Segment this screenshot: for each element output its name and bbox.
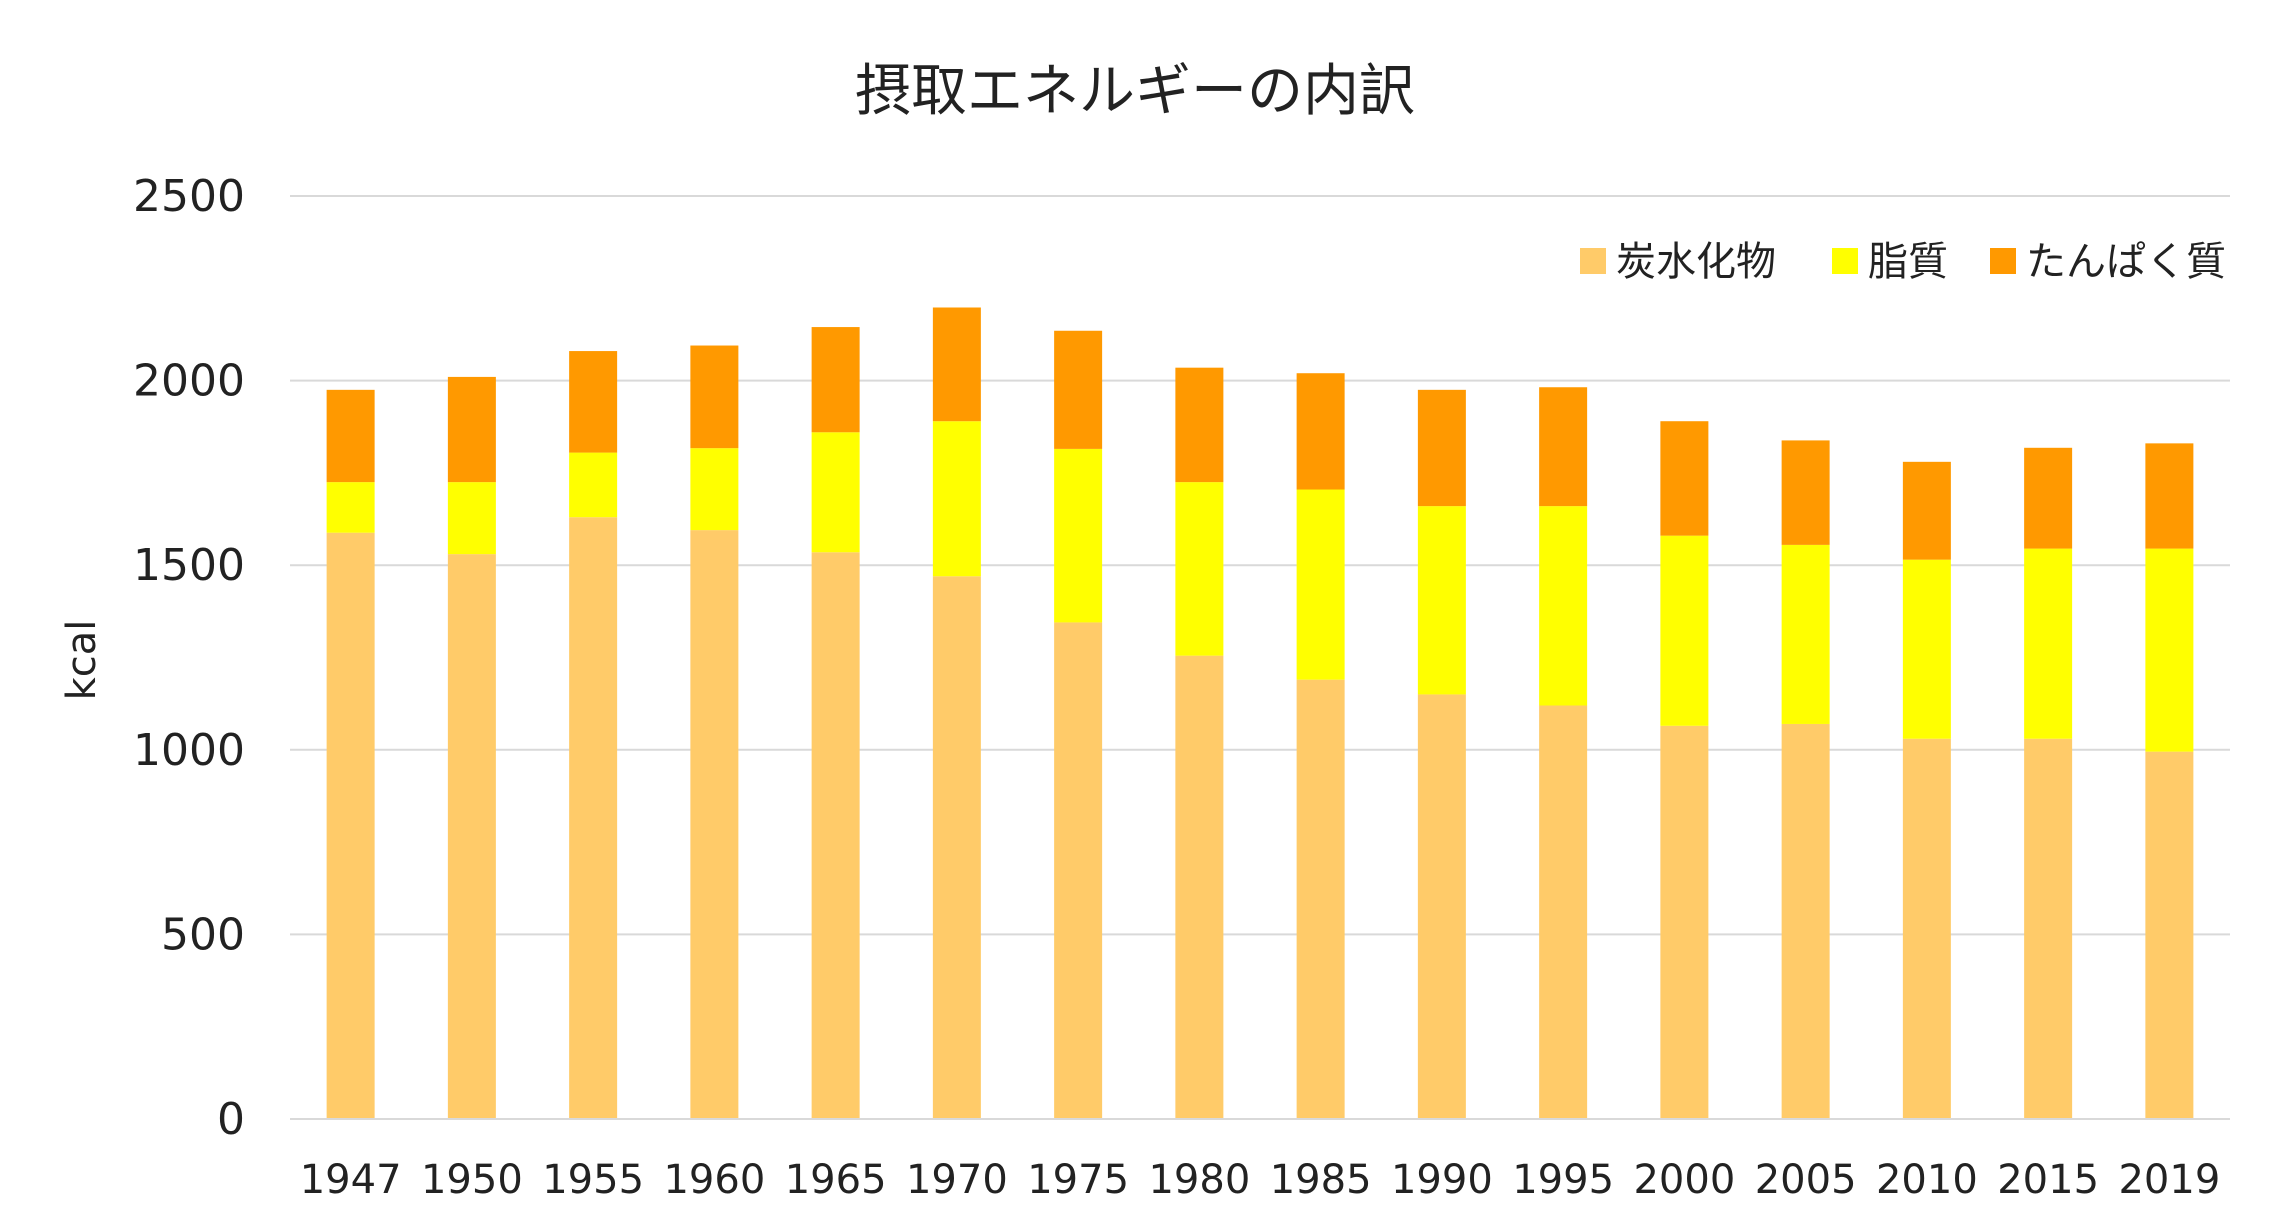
bar-segment <box>2024 447 2073 549</box>
x-tick-label: 1970 <box>906 1157 1008 1203</box>
bar-segment <box>1054 622 1103 1119</box>
bar-segment <box>690 345 739 449</box>
y-tick-label: 2500 <box>133 171 245 222</box>
bar-segment <box>1175 367 1224 483</box>
x-tick-label: 1990 <box>1391 1157 1493 1203</box>
legend: 炭水化物 脂質 たんぱく質 <box>1580 239 2226 285</box>
bar-segment <box>1902 559 1951 739</box>
bar-segment <box>1175 655 1224 1119</box>
bar-segment <box>1781 544 1830 724</box>
bar-segment <box>1902 461 1951 560</box>
legend-label: たんぱく質 <box>2026 239 2226 285</box>
x-tick-label: 1950 <box>421 1157 523 1203</box>
bar-segment <box>811 432 860 553</box>
bar-segment <box>1175 482 1224 656</box>
y-tick-label: 500 <box>161 909 245 960</box>
bar-segment <box>2145 751 2194 1119</box>
legend-label: 脂質 <box>1868 239 1948 285</box>
bar-segment <box>1539 387 1588 507</box>
bar-segment <box>1417 506 1466 695</box>
x-tick-label: 2015 <box>1997 1157 2099 1203</box>
x-tick-label: 2010 <box>1876 1157 1978 1203</box>
x-axis-ticks: 1947 1950 1955 1960 1965 1970 1975 1980 1985 1990… <box>300 1157 2221 1203</box>
bar-segment <box>1054 330 1103 449</box>
x-tick-label: 1960 <box>663 1157 765 1203</box>
bar-segment <box>569 517 618 1119</box>
bar-segment <box>326 482 375 533</box>
x-tick-label: 2000 <box>1633 1157 1735 1203</box>
bar-segment <box>447 376 496 483</box>
bar-segment <box>326 389 375 483</box>
chart-title: 摂取エネルギーの内訳 <box>855 59 1415 124</box>
bars <box>326 307 2194 1119</box>
bar-segment <box>447 554 496 1119</box>
bar-segment <box>932 576 981 1119</box>
bar-segment <box>1296 489 1345 680</box>
bar-segment <box>1660 535 1709 726</box>
bar-segment <box>2145 443 2194 549</box>
bar-segment <box>2024 738 2073 1119</box>
legend-label: 炭水化物 <box>1616 239 1776 285</box>
bar-segment <box>690 530 739 1119</box>
y-tick-label: 0 <box>217 1094 245 1145</box>
bar-segment <box>2145 548 2194 752</box>
bar-segment <box>1296 373 1345 490</box>
bar-segment <box>690 448 739 531</box>
bar-segment <box>1417 389 1466 507</box>
y-tick-label: 1500 <box>133 540 245 591</box>
y-tick-label: 2000 <box>133 356 245 407</box>
y-tick-label: 1000 <box>133 725 245 776</box>
x-tick-label: 2019 <box>2118 1157 2220 1203</box>
bar-segment <box>811 327 860 433</box>
bar-segment <box>1902 738 1951 1119</box>
bar-segment <box>1054 448 1103 623</box>
legend-swatch <box>1990 248 2016 274</box>
bar-segment <box>2024 548 2073 739</box>
x-tick-label: 1955 <box>542 1157 644 1203</box>
x-tick-label: 1975 <box>1027 1157 1129 1203</box>
bar-segment <box>932 307 981 422</box>
bar-segment <box>1781 723 1830 1119</box>
x-tick-label: 2005 <box>1755 1157 1857 1203</box>
x-tick-label: 1965 <box>785 1157 887 1203</box>
y-axis-ticks: 0 500 1000 1500 2000 2500 <box>133 171 245 1145</box>
x-tick-label: 1995 <box>1512 1157 1614 1203</box>
bar-segment <box>1660 725 1709 1119</box>
bar-segment <box>1417 694 1466 1119</box>
bar-segment <box>1660 421 1709 536</box>
bar-segment <box>811 552 860 1119</box>
bar-segment <box>569 351 618 453</box>
bar-segment <box>326 532 375 1119</box>
bar-segment <box>569 452 618 518</box>
bar-segment <box>1539 705 1588 1119</box>
x-tick-label: 1947 <box>300 1157 402 1203</box>
bar-segment <box>1296 679 1345 1119</box>
y-axis-label: kcal <box>59 620 105 701</box>
bar-segment <box>447 482 496 555</box>
bar-segment <box>1781 440 1830 545</box>
x-tick-label: 1980 <box>1148 1157 1250 1203</box>
legend-swatch <box>1580 248 1606 274</box>
legend-swatch <box>1832 248 1858 274</box>
bar-segment <box>932 421 981 577</box>
bar-segment <box>1539 506 1588 706</box>
x-tick-label: 1985 <box>1270 1157 1372 1203</box>
